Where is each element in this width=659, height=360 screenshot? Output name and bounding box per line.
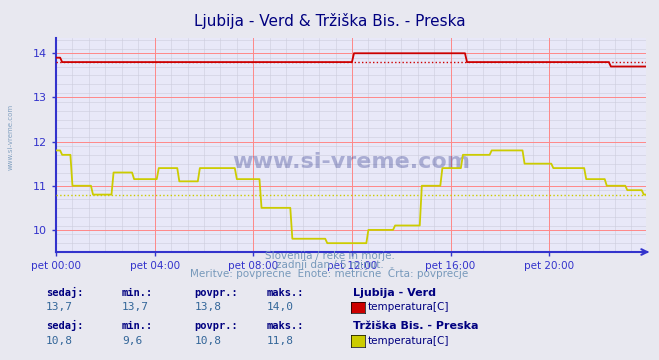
Text: 10,8: 10,8: [194, 336, 221, 346]
Text: www.si-vreme.com: www.si-vreme.com: [8, 104, 14, 170]
Text: 9,6: 9,6: [122, 336, 142, 346]
Text: Tržiška Bis. - Preska: Tržiška Bis. - Preska: [353, 321, 478, 332]
Text: maks.:: maks.:: [267, 288, 304, 298]
Text: Meritve: povprečne  Enote: metrične  Črta: povprečje: Meritve: povprečne Enote: metrične Črta:…: [190, 267, 469, 279]
Text: 13,7: 13,7: [46, 302, 73, 312]
Text: Ljubija - Verd: Ljubija - Verd: [353, 288, 436, 298]
Text: povpr.:: povpr.:: [194, 321, 238, 332]
Text: 10,8: 10,8: [46, 336, 73, 346]
Text: 13,8: 13,8: [194, 302, 221, 312]
Text: zadnji dan / 5 minut.: zadnji dan / 5 minut.: [275, 260, 384, 270]
Text: temperatura[C]: temperatura[C]: [368, 302, 449, 312]
Text: 13,7: 13,7: [122, 302, 149, 312]
Text: maks.:: maks.:: [267, 321, 304, 332]
Text: 11,8: 11,8: [267, 336, 294, 346]
Text: 14,0: 14,0: [267, 302, 294, 312]
Text: www.si-vreme.com: www.si-vreme.com: [232, 152, 470, 172]
Text: temperatura[C]: temperatura[C]: [368, 336, 449, 346]
Text: Ljubija - Verd & Tržiška Bis. - Preska: Ljubija - Verd & Tržiška Bis. - Preska: [194, 13, 465, 28]
Text: sedaj:: sedaj:: [46, 287, 84, 298]
Text: min.:: min.:: [122, 321, 153, 332]
Text: Slovenija / reke in morje.: Slovenija / reke in morje.: [264, 251, 395, 261]
Text: sedaj:: sedaj:: [46, 320, 84, 332]
Text: povpr.:: povpr.:: [194, 288, 238, 298]
Text: min.:: min.:: [122, 288, 153, 298]
